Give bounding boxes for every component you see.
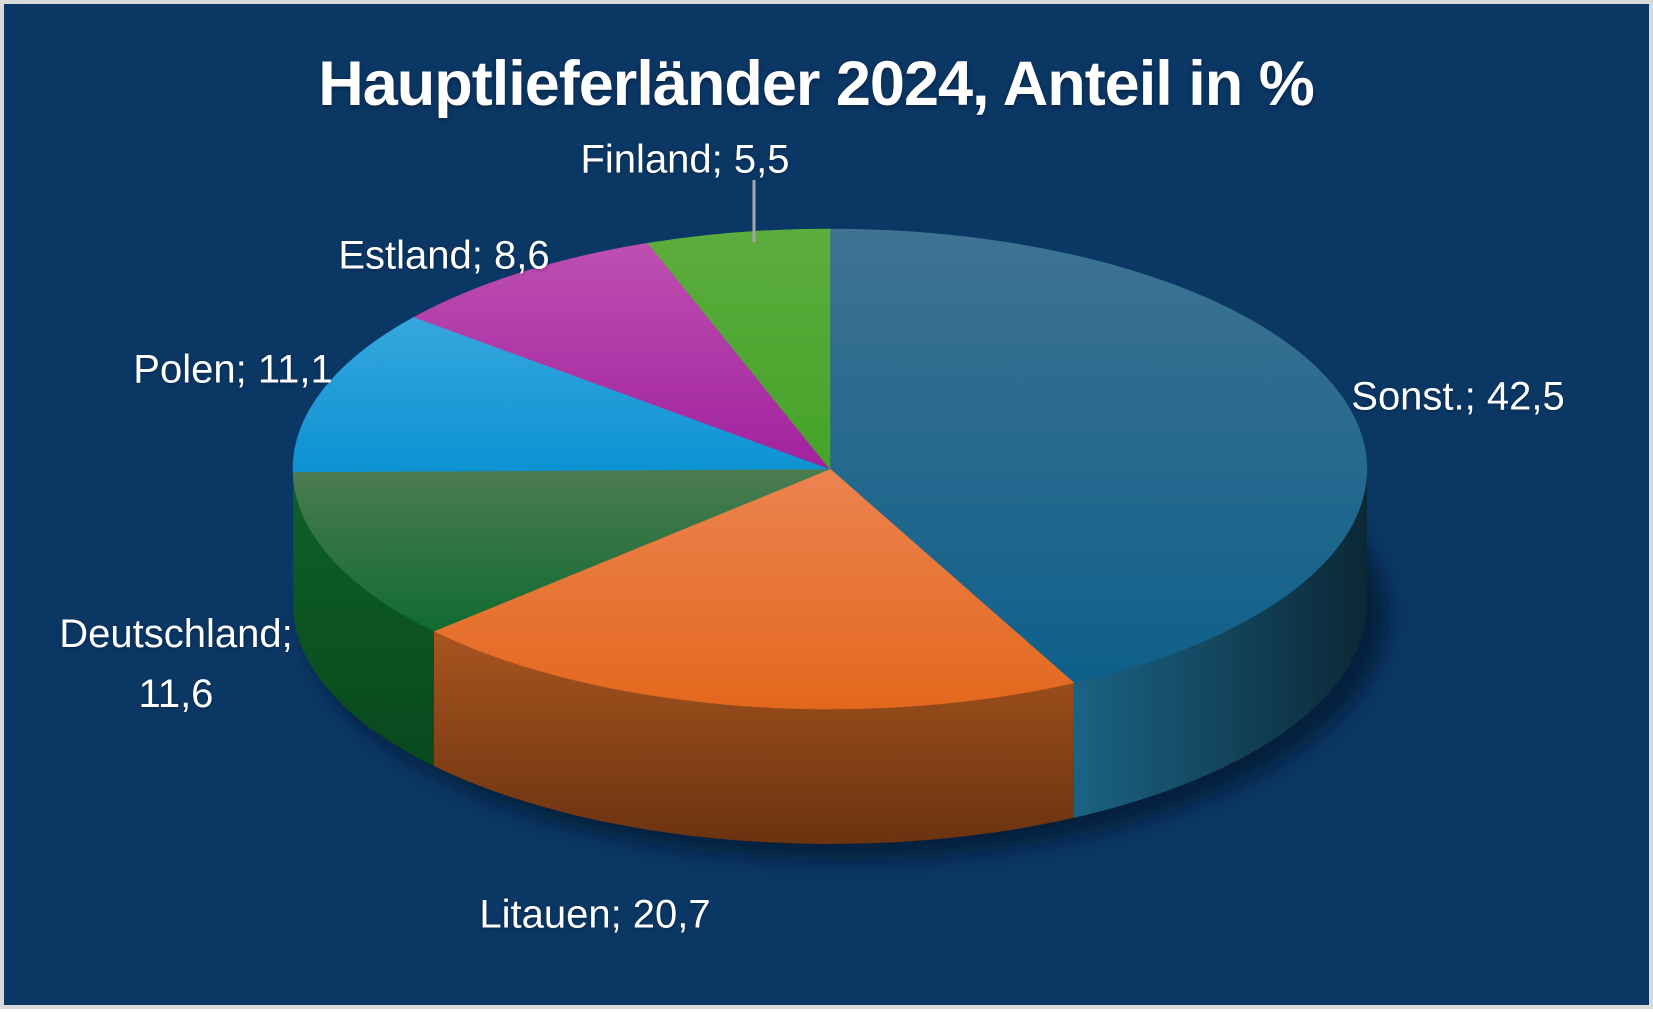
- slice-label-deutschland: Deutschland; 11,6: [26, 604, 326, 724]
- pie-chart-3d: [4, 4, 1653, 1013]
- chart-title: Hauptlieferländer 2024, Anteil in %: [318, 48, 1313, 120]
- slice-label-litauen: Litauen; 20,7: [479, 893, 710, 938]
- slice-label-finland: Finland; 5,5: [580, 138, 789, 183]
- slice-label-polen: Polen; 11,1: [133, 348, 332, 393]
- chart-canvas: Hauptlieferländer 2024, Anteil in % Sons…: [4, 4, 1649, 1005]
- slice-label-estland: Estland; 8,6: [338, 234, 549, 279]
- slice-label-sonst: Sonst.; 42,5: [1351, 375, 1564, 420]
